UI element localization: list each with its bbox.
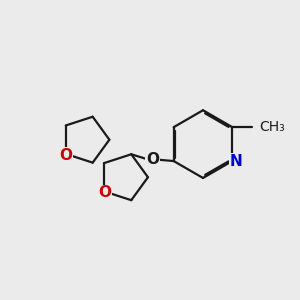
Text: O: O xyxy=(59,148,72,163)
Text: CH₃: CH₃ xyxy=(259,120,285,134)
Text: O: O xyxy=(146,152,159,167)
Text: O: O xyxy=(98,185,111,200)
Text: N: N xyxy=(230,154,242,169)
